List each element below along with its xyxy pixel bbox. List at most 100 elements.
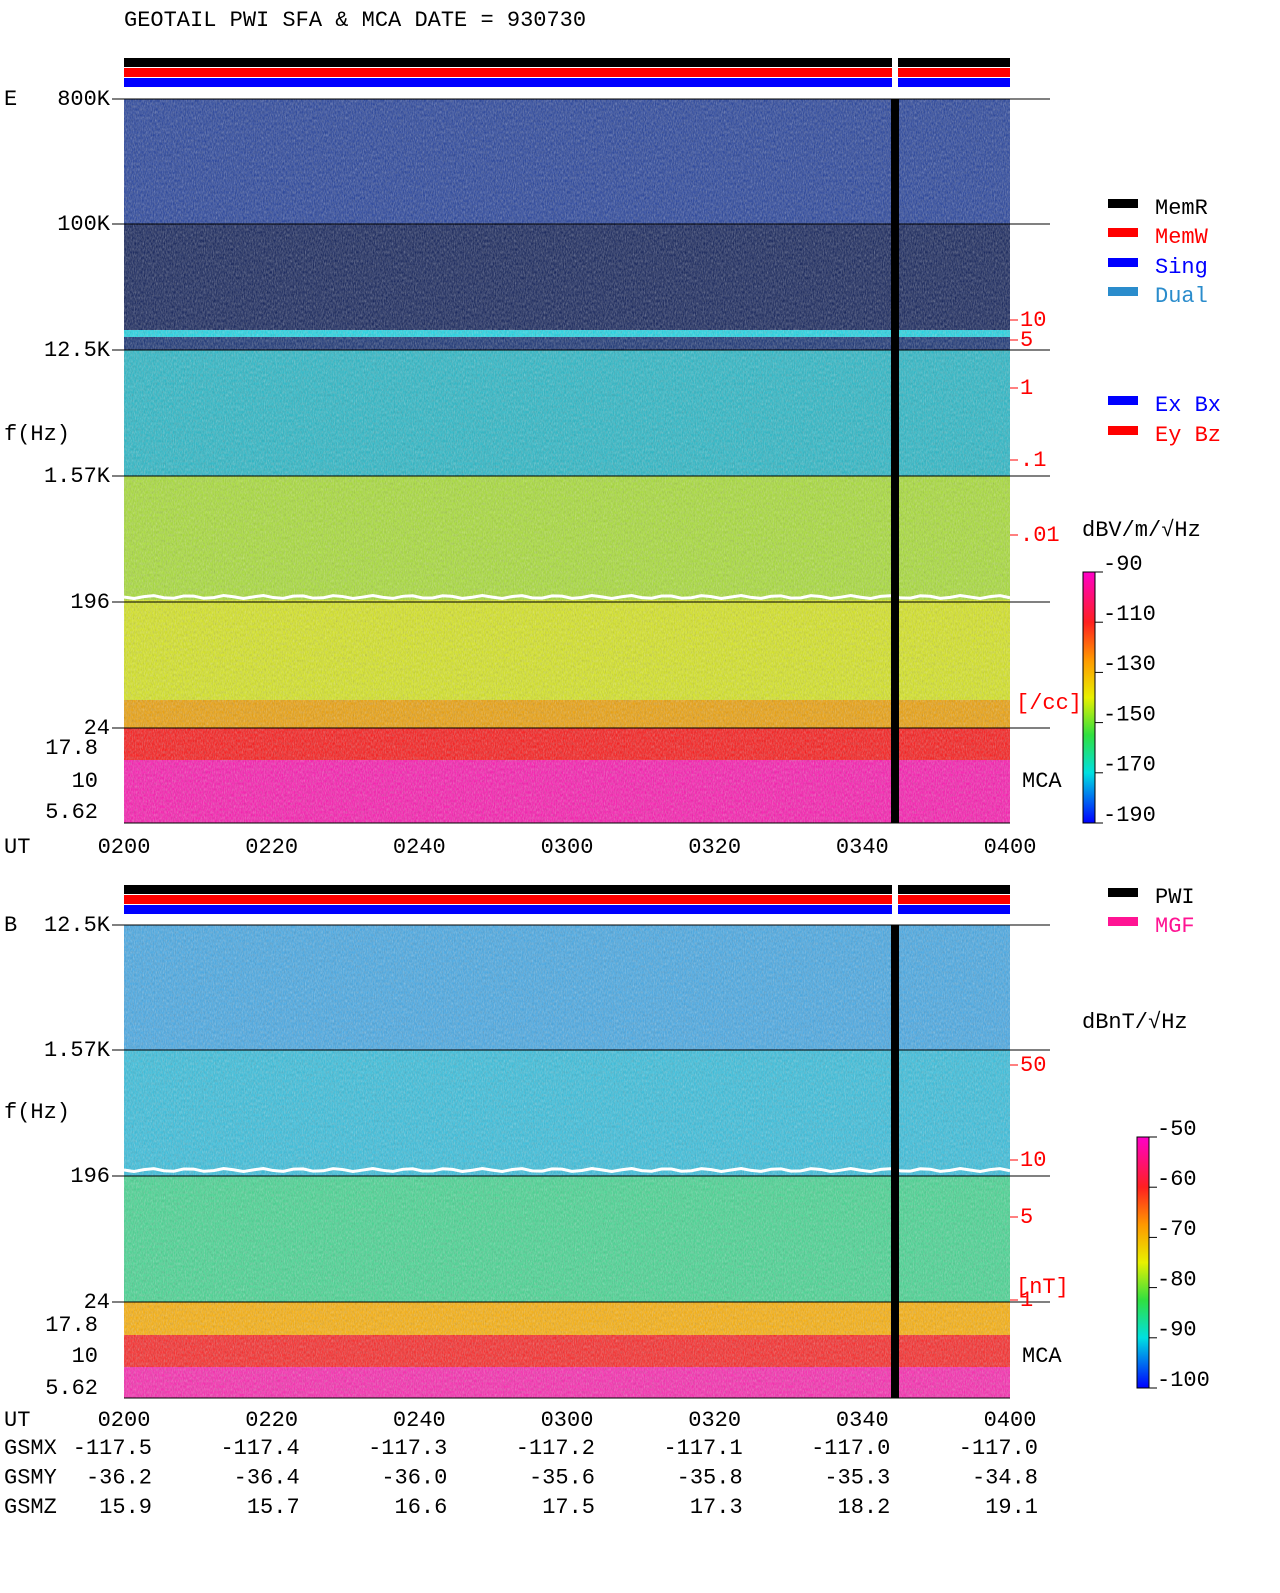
orbit-value: 15.7 [247, 1495, 300, 1520]
mca-tick-label: 17.8 [45, 1313, 98, 1338]
legend-swatch [1108, 228, 1138, 237]
freq-tick-label: 196 [70, 590, 110, 615]
status-bar [124, 68, 1010, 77]
legend-swatch [1108, 888, 1138, 897]
time-tick-label: 0200 [98, 835, 151, 860]
time-tick-label: 0220 [245, 835, 298, 860]
legend-label: MemR [1155, 196, 1208, 221]
orbit-value: -117.2 [516, 1436, 595, 1461]
orbit-value: -35.6 [529, 1465, 595, 1490]
freq-tick-label: 1.57K [44, 1038, 111, 1063]
time-tick-label: 0220 [245, 1408, 298, 1433]
orbit-label: GSMX [4, 1436, 57, 1461]
orbit-label: GSMZ [4, 1495, 57, 1520]
legend-label: Ex Bx [1155, 393, 1221, 418]
legend-label: Sing [1155, 255, 1208, 280]
density-unit: [/cc] [1016, 691, 1082, 716]
orbit-value: 19.1 [985, 1495, 1038, 1520]
density-tick-label: 50 [1020, 1053, 1046, 1078]
y-axis-label: f(Hz) [4, 1100, 70, 1125]
density-tick-label: 5 [1020, 328, 1033, 353]
colorbar [1136, 1136, 1150, 1389]
colorbar-tick-label: -170 [1103, 753, 1156, 778]
time-tick-label: 0300 [541, 835, 594, 860]
orbit-value: -35.8 [677, 1465, 743, 1490]
time-tick-label: 0320 [688, 1408, 741, 1433]
colorbar-tick-label: -80 [1157, 1267, 1197, 1292]
density-tick-label: 5 [1020, 1205, 1033, 1230]
time-tick-label: 0320 [688, 835, 741, 860]
colorbar-tick-label: -130 [1103, 652, 1156, 677]
freq-tick-label: 196 [70, 1164, 110, 1189]
freq-tick-label: 12.5K [44, 913, 111, 938]
freq-tick-label: 24 [84, 716, 110, 741]
data-gap [891, 99, 899, 823]
time-tick-label: 0400 [984, 1408, 1037, 1433]
plasma-line [123, 1166, 1011, 1174]
orbit-label: GSMY [4, 1465, 57, 1490]
time-label: UT [4, 1408, 30, 1433]
legend-swatch [1108, 396, 1138, 405]
orbit-value: -117.3 [368, 1436, 447, 1461]
status-bar [124, 895, 1010, 904]
mca-tick-label: 5.62 [45, 1376, 98, 1401]
colorbar-tick-label: -110 [1103, 602, 1156, 627]
legend-swatch [1108, 199, 1138, 208]
mca-tick-label: 17.8 [45, 736, 98, 761]
legend-label: Dual [1155, 284, 1208, 309]
spectrogram-noise [124, 99, 1010, 823]
colorbar-tick-label: -100 [1157, 1368, 1210, 1393]
colorbar-tick-label: -60 [1157, 1167, 1197, 1192]
data-gap [891, 925, 899, 1398]
time-tick-label: 0200 [98, 1408, 151, 1433]
colorbar-tick-label: -70 [1157, 1217, 1197, 1242]
y-axis-label: f(Hz) [4, 422, 70, 447]
density-tick-label: .01 [1020, 523, 1060, 548]
status-gap [892, 885, 898, 914]
density-tick-label: 1 [1020, 376, 1033, 401]
status-gap [892, 58, 898, 87]
orbit-value: 18.2 [838, 1495, 891, 1520]
legend-swatch [1108, 917, 1138, 926]
orbit-value: -36.0 [381, 1465, 447, 1490]
legend-label: MGF [1155, 914, 1195, 939]
orbit-value: 16.6 [395, 1495, 448, 1520]
density-tick-label: 1 [1020, 1288, 1033, 1313]
freq-tick-label: 1.57K [44, 464, 111, 489]
colorbar-unit: dBnT/√Hz [1082, 1010, 1188, 1035]
orbit-value: -36.4 [234, 1465, 300, 1490]
legend-label: Ey Bz [1155, 423, 1221, 448]
freq-tick-label: 24 [84, 1290, 110, 1315]
colorbar-tick-label: -190 [1103, 803, 1156, 828]
legend-label: PWI [1155, 885, 1195, 910]
density-tick-label: .1 [1020, 448, 1046, 473]
panel-label: B [4, 913, 17, 938]
status-bar [124, 905, 1010, 914]
mca-tick-label: 10 [72, 1344, 98, 1369]
orbit-value: -117.0 [959, 1436, 1038, 1461]
panel-label: E [4, 87, 17, 112]
legend-swatch [1108, 258, 1138, 267]
colorbar-unit: dBV/m/√Hz [1082, 518, 1201, 543]
time-tick-label: 0300 [541, 1408, 594, 1433]
time-tick-label: 0240 [393, 1408, 446, 1433]
mca-tick-label: 10 [72, 769, 98, 794]
legend-label: MemW [1155, 225, 1209, 250]
density-tick-label: 10 [1020, 308, 1046, 333]
legend-swatch [1108, 426, 1138, 435]
status-bar [124, 885, 1010, 894]
freq-tick-label: 800K [57, 87, 111, 112]
mca-label: MCA [1022, 1344, 1062, 1369]
orbit-value: -117.0 [811, 1436, 890, 1461]
freq-tick-label: 12.5K [44, 338, 111, 363]
time-tick-label: 0340 [836, 835, 889, 860]
orbit-value: -117.5 [73, 1436, 152, 1461]
mca-label: MCA [1022, 769, 1062, 794]
colorbar-tick-label: -50 [1157, 1117, 1197, 1142]
orbit-value: 17.5 [542, 1495, 595, 1520]
time-label: UT [4, 835, 30, 860]
colorbar [1082, 571, 1096, 824]
time-tick-label: 0340 [836, 1408, 889, 1433]
density-tick-label: 10 [1020, 1148, 1046, 1173]
